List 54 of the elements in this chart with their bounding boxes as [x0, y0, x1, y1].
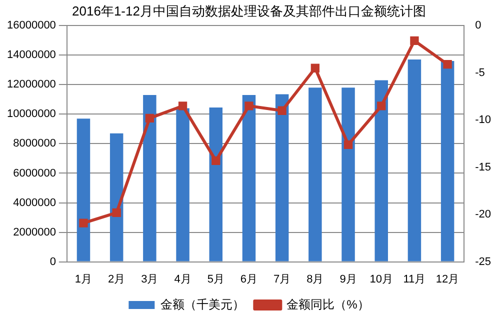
- y2-tick-label: -10: [475, 114, 492, 126]
- x-tick-label: 2月: [108, 273, 126, 286]
- bar: [275, 94, 289, 262]
- bar: [242, 94, 256, 262]
- y-tick-label: 8000000: [13, 138, 56, 150]
- point: [377, 102, 386, 110]
- x-tick-label: 3月: [141, 273, 158, 286]
- y2-tick-label: -15: [475, 161, 492, 174]
- bar: [408, 60, 422, 262]
- point: [178, 102, 188, 110]
- x-tick-label: 9月: [340, 273, 357, 286]
- point: [244, 102, 254, 110]
- x-tick-label: 6月: [240, 273, 258, 286]
- bar: [209, 108, 222, 262]
- point: [278, 106, 286, 115]
- y-tick-label: 16000000: [6, 20, 56, 32]
- y-tick-label: 2000000: [13, 226, 56, 238]
- point: [344, 140, 353, 149]
- x-tick-label: 10月: [370, 273, 393, 286]
- point: [410, 36, 419, 46]
- y-tick-label: 12000000: [6, 78, 56, 91]
- point: [112, 208, 121, 217]
- y2-tick-label: -20: [475, 208, 492, 221]
- chart-title: 2016年1-12月中国自动数据处理设备及其部件出口金额统计图: [72, 3, 426, 18]
- x-tick-label: 1月: [74, 273, 92, 286]
- y2-tick-label: -25: [475, 256, 492, 268]
- point: [79, 218, 88, 228]
- legend-label: 金额同比（%）: [286, 297, 370, 312]
- legend-label: 金额（千美元）: [160, 297, 245, 312]
- x-tick-label: 4月: [174, 273, 192, 286]
- bar: [76, 118, 90, 262]
- point: [212, 156, 220, 166]
- y-tick-label: 14000000: [6, 49, 56, 62]
- y-tick-label: 6000000: [13, 167, 56, 180]
- x-tick-label: 7月: [274, 273, 291, 286]
- x-tick-label: 11月: [403, 273, 426, 286]
- y2-tick-label: -5: [475, 66, 485, 79]
- x-tick-label: 8月: [306, 273, 324, 286]
- point: [145, 114, 154, 123]
- bar: [440, 61, 454, 262]
- x-tick-label: 5月: [207, 273, 224, 286]
- bar: [308, 88, 322, 262]
- bar: [143, 94, 156, 262]
- point: [443, 60, 452, 69]
- y-tick-label: 10000000: [6, 108, 56, 120]
- bar: [110, 133, 124, 262]
- y-tick-label: 4000000: [13, 196, 56, 209]
- y2-tick-label: 0: [475, 20, 482, 32]
- bar: [176, 108, 190, 262]
- bar: [342, 88, 355, 262]
- y-tick-label: 0: [50, 256, 56, 268]
- x-tick-label: 12月: [436, 273, 460, 286]
- point: [310, 64, 320, 72]
- bar: [374, 80, 388, 262]
